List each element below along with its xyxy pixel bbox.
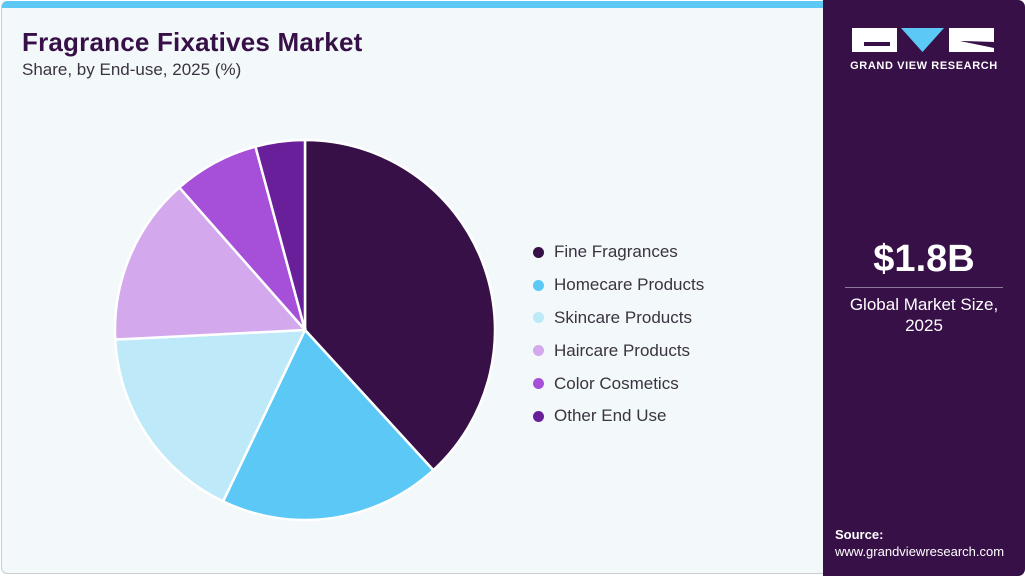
legend-item: Color Cosmetics bbox=[533, 367, 704, 400]
legend-label: Fine Fragrances bbox=[554, 242, 678, 262]
legend-label: Skincare Products bbox=[554, 307, 692, 327]
pie-slice-haircare-products bbox=[113, 185, 308, 341]
legend: Fine Fragrances Homecare Products Skincare… bbox=[533, 236, 704, 433]
sidebar: GRAND VIEW RESEARCH $1.8B Global Market … bbox=[823, 0, 1025, 576]
source: Source: www.grandviewresearch.com bbox=[835, 526, 1004, 560]
legend-dot-icon bbox=[533, 312, 544, 324]
caption-line-1: Global Market Size, bbox=[849, 295, 999, 314]
grand-view-research-logo bbox=[852, 28, 994, 52]
legend-label: Haircare Products bbox=[554, 340, 691, 360]
caption-line-2: 2025 bbox=[905, 316, 943, 335]
pie-slice-fine-fragrances bbox=[303, 138, 497, 472]
legend-item: Homecare Products bbox=[533, 269, 704, 302]
chart-title: Fragrance Fixatives Market bbox=[22, 27, 363, 57]
chart-subtitle: Share, by End-use, 2025 (%) bbox=[22, 60, 242, 79]
logo-text: GRAND VIEW RESEARCH bbox=[850, 60, 998, 72]
source-url[interactable]: www.grandviewresearch.com bbox=[835, 544, 1005, 559]
legend-item: Fine Fragrances bbox=[533, 236, 704, 269]
market-size-value: $1.8B bbox=[873, 238, 975, 280]
legend-label: Color Cosmetics bbox=[554, 373, 679, 393]
divider bbox=[845, 287, 1003, 288]
legend-item: Haircare Products bbox=[533, 334, 704, 367]
legend-dot-icon bbox=[533, 378, 544, 390]
legend-dot-icon bbox=[533, 279, 544, 291]
market-size-caption: Global Market Size, 2025 bbox=[823, 294, 1025, 336]
accent-bar bbox=[2, 1, 823, 8]
source-label: Source: bbox=[835, 527, 884, 542]
legend-item: Other End Use bbox=[533, 400, 704, 433]
legend-item: Skincare Products bbox=[533, 302, 704, 335]
legend-label: Homecare Products bbox=[554, 275, 705, 295]
legend-dot-icon bbox=[533, 345, 544, 357]
legend-dot-icon bbox=[533, 410, 544, 422]
legend-dot-icon bbox=[533, 246, 544, 258]
pie-chart bbox=[113, 138, 497, 522]
legend-label: Other End Use bbox=[554, 406, 667, 426]
pie-slice-homecare-products bbox=[221, 327, 436, 522]
pie-slice-skincare-products bbox=[113, 328, 308, 504]
pie-slice-other-end-use bbox=[253, 138, 307, 331]
